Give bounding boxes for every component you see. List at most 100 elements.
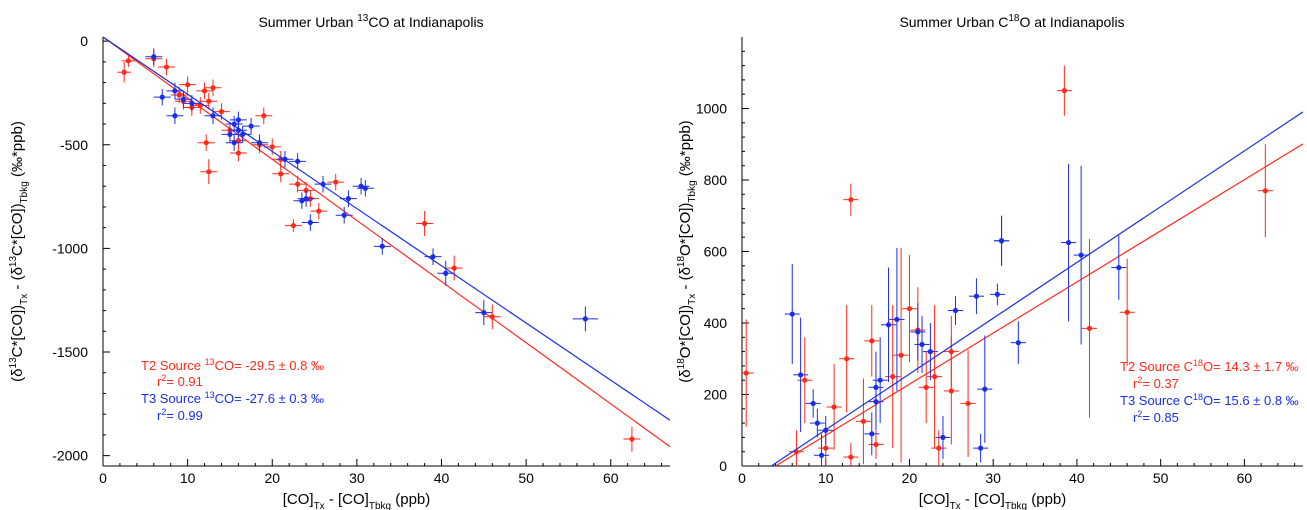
co13-t2-point — [261, 113, 267, 119]
c18o-y-tick-label: 0 — [719, 458, 727, 474]
c18o-y-tick-label: 1000 — [696, 101, 727, 117]
co13-t2-point — [185, 82, 191, 88]
c18o-t3-fit-line — [770, 111, 1303, 466]
co13-annotation-t3-line2: r2= 0.99 — [157, 407, 203, 423]
c18o-t2-point — [948, 349, 954, 355]
c18o-t2-point — [890, 374, 896, 380]
co13-y-tick-label: -2000 — [52, 448, 88, 464]
c18o-t3-point — [798, 372, 804, 378]
co13-t2-point — [421, 220, 428, 227]
c18o-t3-point — [952, 307, 959, 314]
co13-t3-point — [582, 316, 588, 322]
co13-t3-point — [159, 94, 165, 100]
c18o-t3-point — [1116, 264, 1122, 271]
c18o-x-tick-label: 0 — [738, 470, 746, 486]
co13-t2-point — [203, 140, 209, 146]
co13-t3-point — [358, 183, 364, 189]
c18o-t2-point — [848, 454, 854, 460]
co13-annotation-t3-line1: T3 Source 13CO= -27.6 ± 0.3 ‰ — [141, 390, 324, 406]
co13-t3-point — [151, 54, 157, 60]
co13-t3-point — [341, 212, 347, 218]
co13-t2-point — [290, 222, 297, 229]
co13-t2-point — [125, 58, 131, 64]
co13-t2-point — [303, 187, 309, 193]
co13-x-tick-label: 20 — [264, 470, 280, 486]
c18o-t2-point — [923, 384, 929, 390]
co13-t2-point — [163, 64, 170, 70]
c18o-t3-point — [814, 420, 820, 426]
co13-chart: Summer Urban 13CO at Indianapolis 0 10 20 30… — [8, 13, 670, 510]
co13-data-area — [103, 36, 670, 452]
co13-t3-point — [443, 270, 449, 276]
co13-t3-point — [299, 198, 305, 204]
c18o-y-tick-label: 400 — [704, 315, 728, 331]
co13-y-tick-label: -500 — [60, 137, 88, 153]
c18o-x-tick-label: 50 — [1153, 470, 1169, 486]
co13-t3-point — [248, 123, 254, 129]
c18o-t3-point — [823, 427, 829, 433]
c18o-t2-point — [802, 377, 808, 383]
c18o-x-axis-label: [CO]Tx - [CO]Tbkg (ppb) — [919, 491, 1067, 510]
c18o-t3-point — [998, 238, 1005, 244]
co13-x-tick-label: 30 — [349, 470, 365, 486]
c18o-t3-point — [869, 431, 875, 437]
co13-t3-point — [227, 131, 233, 138]
c18o-t2-point — [948, 388, 954, 394]
co13-t3-point — [240, 131, 246, 138]
co13-t3-point — [235, 127, 242, 133]
co13-t3-fit-line — [103, 36, 670, 421]
c18o-t3-point — [1015, 340, 1021, 346]
c18o-t3-point — [894, 316, 900, 323]
co13-y-axis-label: (δ13C*[CO])Tx - (δ13C*[CO])Tbkg (‰*ppb) — [8, 121, 30, 382]
co13-t3-point — [282, 156, 288, 162]
co13-annotation-t2-line1: T2 Source 13CO= -29.5 ± 0.8 ‰ — [141, 357, 324, 373]
c18o-chart: Summer Urban C18O at Indianapolis 0 10 20 30… — [676, 13, 1303, 510]
co13-t3-point — [379, 243, 385, 249]
c18o-t2-point — [823, 445, 829, 451]
c18o-t2-point — [844, 356, 850, 362]
c18o-t2-point — [898, 352, 904, 358]
c18o-y-tick-label: 200 — [704, 387, 728, 403]
c18o-t3-point — [1078, 252, 1084, 258]
c18o-t3-point — [1065, 239, 1072, 246]
co13-t3-point — [235, 117, 242, 123]
co13-t2-point — [333, 179, 339, 185]
co13-t3-point — [189, 100, 195, 106]
c18o-annotation-t2-line1: T2 Source C18O= 14.3 ± 1.7 ‰ — [1120, 358, 1299, 374]
co13-t3-point — [231, 121, 237, 127]
c18o-t3-point — [818, 452, 825, 458]
co13-x-tick-label: 40 — [434, 470, 450, 486]
co13-t2-point — [629, 436, 635, 442]
c18o-annotation-t3-line2: r2= 0.85 — [1133, 409, 1179, 425]
co13-t3-point — [307, 219, 313, 226]
c18o-x-tick-label: 60 — [1237, 470, 1253, 486]
co13-annotation-t2-line2: r2= 0.91 — [157, 373, 203, 389]
co13-t3-point — [481, 310, 487, 316]
c18o-t2-point — [1061, 88, 1067, 94]
c18o-t2-point — [1262, 188, 1268, 194]
co13-t2-point — [206, 98, 212, 104]
c18o-y-axis-label: (δ18O*[CO])Tx - (δ18O*[CO])Tbkg (‰*ppb) — [676, 120, 698, 382]
c18o-t2-point — [831, 404, 837, 410]
co13-t3-point — [320, 181, 326, 187]
c18o-t3-point — [994, 291, 1000, 297]
co13-y-tick-label: -1500 — [52, 344, 88, 360]
c18o-t2-point — [931, 374, 938, 380]
co13-t3-point — [172, 113, 178, 119]
co13-t2-point — [176, 92, 182, 98]
co13-t2-point — [218, 109, 225, 115]
co13-t3-point — [231, 140, 237, 146]
co13-t3-point — [295, 158, 301, 164]
c18o-t3-point — [873, 384, 879, 390]
co13-t2-point — [235, 150, 242, 156]
co13-t3-point — [180, 96, 186, 102]
co13-t2-point — [206, 169, 212, 175]
c18o-y-tick-label: 800 — [704, 172, 728, 188]
co13-y-tick-label: 0 — [80, 33, 88, 49]
co13-t2-point — [489, 314, 495, 320]
c18o-t2-point — [873, 441, 879, 448]
c18o-t2-point — [1124, 309, 1130, 315]
co13-x-axis-label: [CO]Tx - [CO]Tbkg (ppb) — [283, 491, 431, 510]
co13-t2-point — [235, 138, 242, 144]
